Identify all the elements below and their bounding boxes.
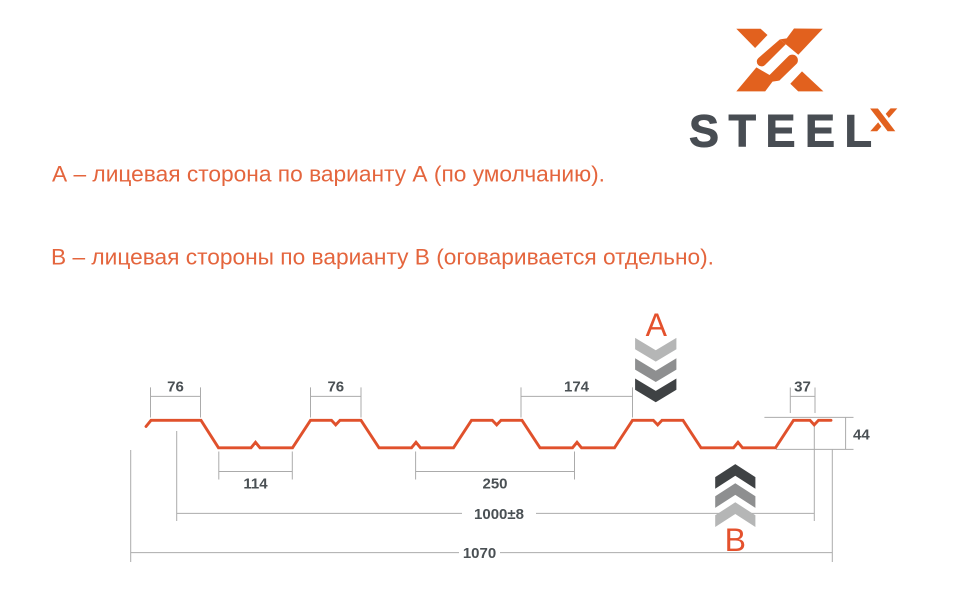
svg-text:44: 44 [853,427,870,444]
svg-text:76: 76 [167,379,184,396]
svg-text:76: 76 [327,379,344,396]
svg-text:A: A [646,307,668,343]
svg-text:114: 114 [243,476,268,493]
svg-text:174: 174 [564,379,590,396]
svg-text:А – лицевая сторона по вариант: А – лицевая сторона по варианту А (по ум… [52,161,605,186]
svg-text:B: B [725,522,746,558]
svg-text:STEEL: STEEL [689,106,872,157]
svg-text:1000±8: 1000±8 [474,506,524,523]
svg-text:250: 250 [482,476,507,493]
svg-text:37: 37 [794,379,811,396]
svg-text:В – лицевая стороны по вариант: В – лицевая стороны по варианту В (огова… [51,244,714,269]
svg-text:1070: 1070 [463,545,496,562]
